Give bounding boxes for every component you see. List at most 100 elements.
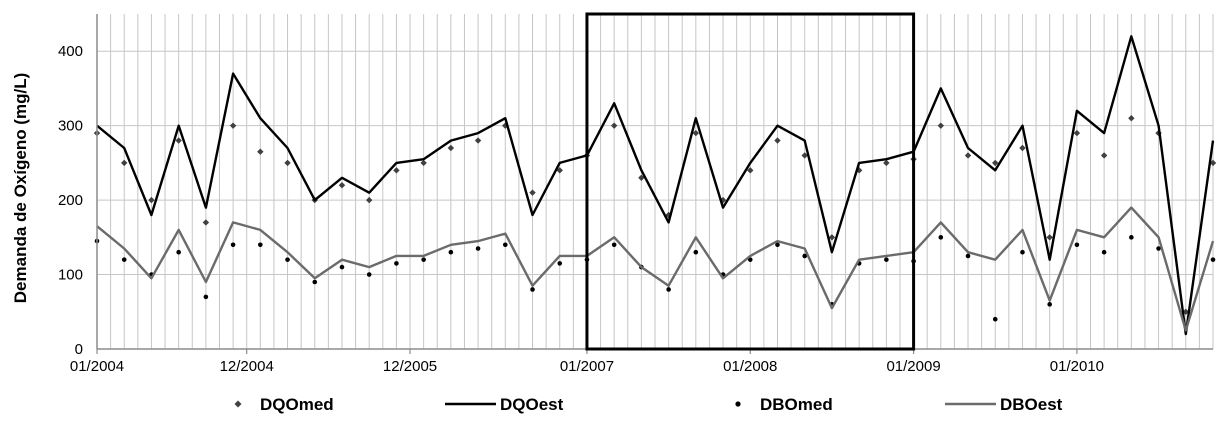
data-point-dqomed bbox=[883, 159, 890, 167]
data-point-dqomed bbox=[121, 159, 128, 167]
data-point-dqomed bbox=[148, 196, 155, 204]
data-point-dbomed bbox=[258, 242, 263, 248]
legend-swatch-dbomed bbox=[735, 401, 741, 407]
data-point-dbomed bbox=[448, 249, 454, 255]
grid-lines bbox=[97, 14, 1214, 349]
legend-label-dqomed: DQOmed bbox=[260, 395, 334, 414]
data-point-dbomed bbox=[176, 249, 181, 255]
data-point-dbomed bbox=[611, 242, 617, 248]
data-point-dqomed bbox=[719, 196, 727, 204]
legend-item-dboest: DBOest bbox=[945, 395, 1063, 414]
data-point-dqomed bbox=[1019, 144, 1026, 152]
data-point-dbomed bbox=[203, 294, 209, 300]
axes: 0 100 200 300 400 01/2004 12/2004 12/2005 01/200… bbox=[58, 14, 1213, 375]
data-point-dqomed bbox=[393, 167, 400, 174]
data-point-dqomed bbox=[1182, 308, 1189, 315]
x-tick-label: 12/2004 bbox=[220, 358, 274, 375]
data-point-dbomed bbox=[965, 253, 971, 259]
data-point-dqomed bbox=[556, 167, 563, 174]
y-tick-label: 200 bbox=[58, 192, 83, 209]
data-point-dbomed bbox=[421, 257, 426, 262]
data-point-dbomed bbox=[884, 257, 889, 262]
legend: DQOmed DQOest DBOmed DBOest bbox=[234, 395, 1063, 414]
data-point-dqomed bbox=[365, 196, 373, 204]
legend-label-dqoest: DQOest bbox=[500, 395, 564, 414]
data-point-dqomed bbox=[1128, 115, 1135, 122]
x-tick-label: 01/2004 bbox=[70, 358, 124, 375]
data-point-dqomed bbox=[1073, 129, 1081, 137]
data-point-dbomed bbox=[693, 249, 699, 255]
series-dboest bbox=[96, 206, 1215, 332]
y-tick-label: 100 bbox=[58, 267, 83, 284]
data-point-dbomed bbox=[1047, 302, 1052, 307]
data-point-dqomed bbox=[175, 137, 182, 144]
legend-item-dbomed: DBOmed bbox=[735, 395, 833, 414]
data-point-dqomed bbox=[420, 159, 427, 167]
data-point-dbomed bbox=[666, 287, 671, 292]
data-point-dbomed bbox=[366, 272, 372, 277]
x-tick-label: 01/2008 bbox=[723, 358, 777, 375]
data-point-dqomed bbox=[992, 159, 999, 167]
data-point-dbomed bbox=[775, 242, 780, 248]
data-point-dqomed bbox=[257, 148, 264, 155]
highlight-box bbox=[585, 12, 916, 351]
data-point-dqomed bbox=[202, 219, 210, 226]
data-point-dbomed bbox=[1020, 249, 1025, 255]
data-point-dbomed bbox=[992, 316, 998, 322]
data-point-dqomed bbox=[1046, 234, 1053, 241]
data-point-dqomed bbox=[1209, 159, 1216, 167]
y-tick-label: 0 bbox=[75, 341, 83, 358]
data-point-dbomed bbox=[230, 242, 236, 248]
legend-swatch-dqomed bbox=[234, 400, 242, 408]
y-tick-label: 400 bbox=[58, 43, 83, 60]
y-tick-label: 300 bbox=[58, 118, 83, 135]
data-point-dqomed bbox=[774, 137, 781, 144]
data-point-dbomed bbox=[1074, 242, 1080, 248]
data-point-dbomed bbox=[1101, 249, 1107, 255]
data-point-dqomed bbox=[447, 144, 455, 152]
legend-item-dqomed: DQOmed bbox=[234, 395, 334, 414]
data-point-dqomed bbox=[529, 189, 536, 196]
data-point-dbomed bbox=[1210, 257, 1216, 262]
series-dqoest bbox=[96, 35, 1215, 336]
data-point-dqomed bbox=[638, 174, 645, 181]
data-point-dqomed bbox=[284, 159, 291, 167]
x-tick-label: 01/2010 bbox=[1050, 358, 1104, 375]
data-point-dbomed bbox=[1129, 235, 1134, 240]
data-point-dqomed bbox=[801, 152, 808, 159]
data-point-dbomed bbox=[938, 235, 944, 240]
data-point-dbomed bbox=[747, 257, 753, 262]
data-point-dbomed bbox=[557, 261, 563, 266]
x-tick-label: 01/2009 bbox=[886, 358, 940, 375]
legend-label-dboest: DBOest bbox=[1000, 395, 1063, 414]
data-point-dbomed bbox=[1156, 246, 1161, 251]
legend-label-dbomed: DBOmed bbox=[760, 395, 833, 414]
data-point-dqomed bbox=[229, 122, 237, 129]
data-point-dqomed bbox=[610, 122, 618, 129]
data-point-dqomed bbox=[937, 122, 945, 129]
series-line-dqoest bbox=[96, 35, 1215, 336]
data-point-dqomed bbox=[692, 129, 700, 137]
data-point-dbomed bbox=[530, 287, 535, 292]
data-point-dqomed bbox=[855, 167, 863, 174]
data-point-dbomed bbox=[285, 257, 290, 262]
data-point-dbomed bbox=[312, 279, 318, 285]
x-tick-label: 12/2005 bbox=[383, 358, 437, 375]
data-point-dbomed bbox=[502, 242, 508, 248]
y-axis-label: Demanda de Oxígeno (mg/L) bbox=[11, 73, 30, 303]
data-point-dbomed bbox=[475, 246, 481, 251]
data-point-dqomed bbox=[828, 234, 836, 241]
data-point-dbomed bbox=[802, 253, 808, 259]
data-point-dqomed bbox=[747, 167, 754, 174]
data-point-dbomed bbox=[394, 261, 399, 266]
data-point-dqomed bbox=[474, 137, 482, 144]
data-point-dqomed bbox=[1100, 152, 1108, 159]
series-line-dboest bbox=[96, 206, 1215, 332]
data-point-dqomed bbox=[338, 182, 346, 189]
x-tick-label: 01/2007 bbox=[560, 358, 614, 375]
data-point-dqomed bbox=[964, 152, 972, 159]
data-point-dbomed bbox=[121, 257, 127, 262]
legend-item-dqoest: DQOest bbox=[445, 395, 564, 414]
